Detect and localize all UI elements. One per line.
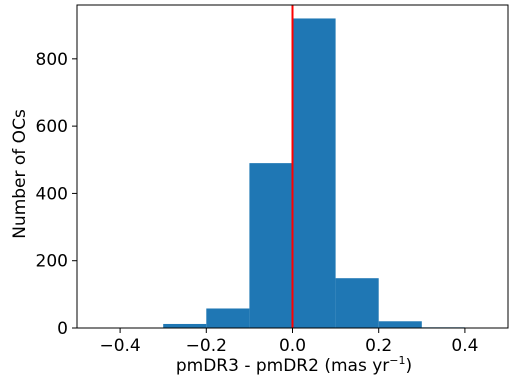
histogram-bar (206, 308, 250, 328)
histogram-bar (335, 278, 379, 328)
x-tick-label: 0.2 (365, 336, 392, 356)
x-tick-label: 0.4 (451, 336, 478, 356)
x-tick-label: −0.4 (99, 336, 140, 356)
y-tick-label: 200 (36, 252, 68, 272)
y-tick-label: 600 (36, 117, 68, 137)
histogram-bar (292, 18, 336, 328)
x-axis-ticks: −0.4 −0.2 0.0 0.2 0.4 (99, 328, 478, 356)
histogram-bar (163, 323, 207, 328)
y-axis-label: Number of OCs (10, 109, 30, 239)
x-axis-label: pmDR3 - pmDR2 (mas yr−1) (176, 354, 412, 376)
bars-layer (163, 18, 465, 328)
y-axis-ticks: 0 200 400 600 800 (36, 50, 77, 339)
x-tick-label: 0.0 (279, 336, 306, 356)
y-tick-label: 800 (36, 50, 68, 70)
y-tick-label: 0 (57, 319, 68, 339)
x-tick-label: −0.2 (186, 336, 227, 356)
histogram-bar (378, 321, 422, 328)
histogram-bar (249, 163, 293, 328)
y-tick-label: 400 (36, 184, 68, 204)
